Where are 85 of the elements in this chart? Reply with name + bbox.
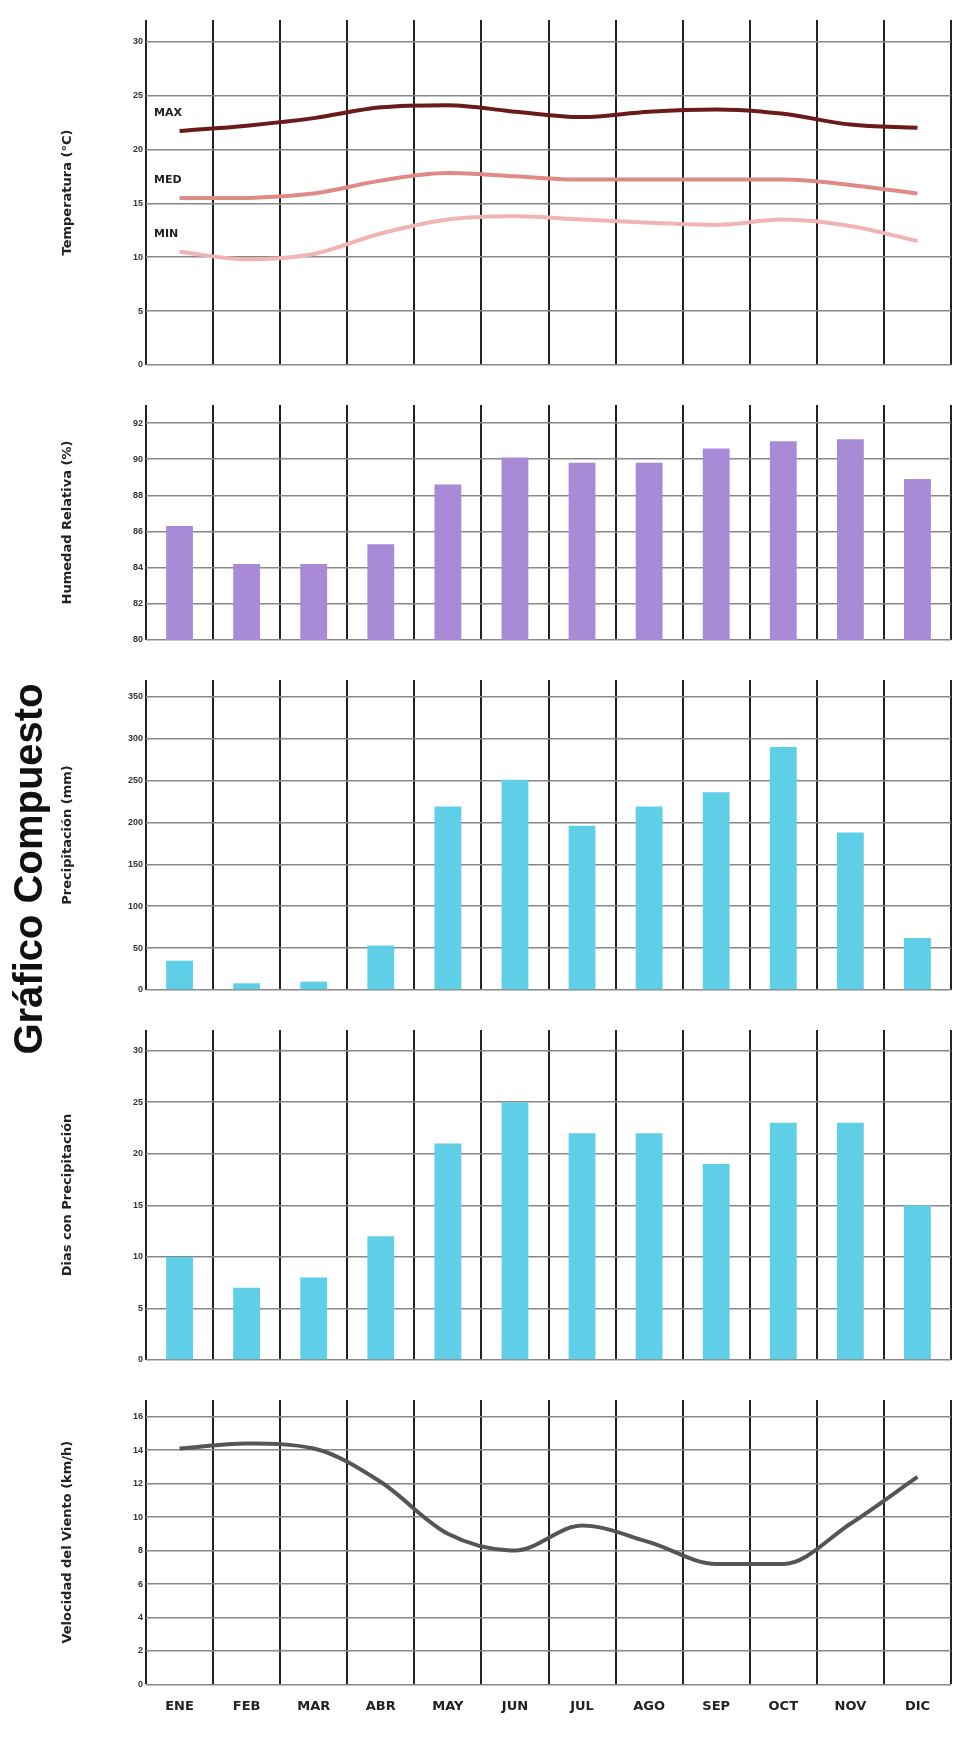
bar: [300, 1277, 328, 1360]
bar: [836, 1122, 864, 1360]
y-tick-label: 10: [132, 1511, 143, 1522]
bar: [367, 945, 395, 990]
y-axis-title: Precipitación (mm): [59, 765, 75, 905]
y-tick-label: 0: [137, 984, 143, 995]
y-tick-label: 10: [132, 1251, 143, 1262]
y-tick-label: 20: [132, 1148, 143, 1159]
line-series: [177, 214, 920, 262]
series-label: MAX: [154, 106, 183, 120]
series-label: MIN: [154, 227, 179, 241]
bar: [702, 792, 730, 990]
x-tick-label: ENE: [165, 1697, 194, 1713]
y-tick-label: 90: [132, 453, 143, 464]
bar: [904, 1205, 931, 1360]
bar: [300, 981, 328, 990]
x-tick-label: ABR: [365, 1697, 396, 1713]
y-tick-label: 30: [132, 36, 143, 47]
text: Gráfico Compuesto: [5, 683, 51, 1055]
y-axis-title: Velocidad del Viento (km/h): [59, 1440, 75, 1644]
bar: [434, 806, 462, 990]
y-axis-title: Temperatura (°C): [59, 129, 75, 256]
y-tick-label: 80: [132, 634, 143, 645]
line-series: [177, 1441, 920, 1566]
y-axis-title: Humedad Relativa (%): [59, 440, 75, 605]
bar: [635, 806, 663, 990]
y-tick-label: 50: [132, 942, 143, 953]
series-label: MED: [154, 173, 182, 187]
bar: [501, 779, 529, 990]
x-tick-label: JUN: [500, 1697, 529, 1713]
y-tick-label: 10: [132, 251, 143, 262]
y-tick-label: 2: [137, 1645, 143, 1656]
bar: [769, 747, 797, 990]
bar: [568, 825, 596, 990]
y-tick-label: 200: [127, 816, 143, 827]
y-tick-label: 0: [137, 1678, 143, 1689]
bar: [568, 1133, 596, 1360]
y-tick-label: 15: [132, 197, 143, 208]
y-tick-label: 20: [132, 143, 143, 154]
y-tick-label: 25: [132, 1096, 143, 1107]
y-tick-label: 82: [132, 598, 143, 609]
x-tick-label: OCT: [768, 1697, 799, 1713]
bar: [166, 960, 193, 990]
y-tick-label: 92: [132, 417, 143, 428]
y-tick-label: 0: [137, 359, 143, 370]
y-tick-label: 25: [132, 89, 143, 100]
y-tick-label: 5: [137, 305, 143, 316]
bar: [233, 983, 261, 990]
bar: [836, 832, 864, 990]
y-tick-label: 5: [137, 1302, 143, 1313]
x-tick-label: SEP: [702, 1697, 731, 1713]
y-tick-label: 4: [137, 1611, 143, 1622]
bar: [367, 1236, 395, 1360]
y-tick-label: 86: [132, 526, 143, 537]
x-tick-label: DIC: [904, 1697, 931, 1713]
y-axis-title: Dias con Precipitación: [59, 1113, 75, 1277]
bar: [904, 938, 931, 990]
y-tick-label: 88: [132, 489, 143, 500]
bar: [434, 1143, 462, 1360]
y-tick-label: 150: [127, 858, 143, 869]
y-tick-label: 14: [132, 1444, 143, 1455]
y-tick-label: 12: [132, 1478, 143, 1489]
bar: [501, 1102, 529, 1360]
x-tick-label: NOV: [834, 1697, 867, 1713]
y-tick-label: 0: [137, 1354, 143, 1365]
x-tick-label: AGO: [633, 1697, 666, 1713]
x-tick-label: FEB: [232, 1697, 261, 1713]
bar: [702, 1164, 730, 1360]
bar: [635, 1133, 663, 1360]
bar: [233, 1287, 261, 1360]
x-tick-label: MAR: [297, 1697, 331, 1713]
y-tick-label: 100: [127, 900, 143, 911]
bar: [166, 1256, 193, 1360]
y-tick-label: 350: [127, 691, 143, 702]
y-tick-label: 16: [132, 1411, 143, 1422]
x-tick-label: JUL: [569, 1697, 594, 1713]
y-tick-label: 15: [132, 1199, 143, 1210]
y-tick-label: 6: [137, 1578, 143, 1589]
y-tick-label: 250: [127, 775, 143, 786]
y-tick-label: 84: [132, 562, 143, 573]
y-tick-label: 8: [137, 1545, 143, 1556]
y-tick-label: 30: [132, 1045, 143, 1056]
y-tick-label: 300: [127, 733, 143, 744]
x-tick-label: MAY: [432, 1697, 465, 1713]
bar: [769, 1122, 797, 1360]
